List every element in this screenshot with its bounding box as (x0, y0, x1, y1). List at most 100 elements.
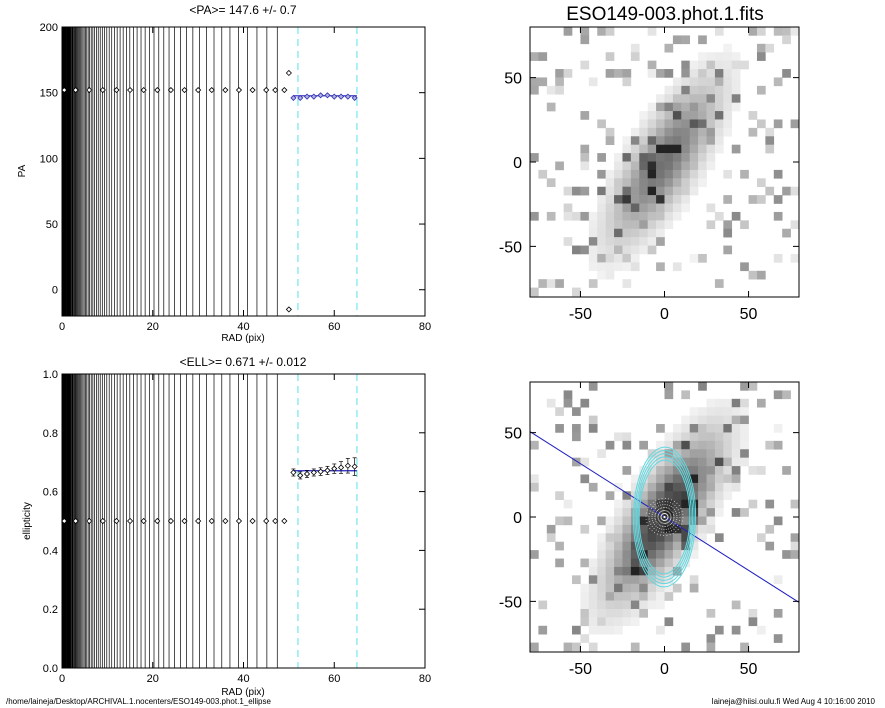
image-pixel (681, 186, 691, 196)
y-tick-label: -50 (499, 594, 522, 611)
image-pixel (630, 220, 640, 230)
pa-dense-vertical-lines (62, 27, 278, 316)
image-pixel (756, 52, 766, 61)
image-pixel (597, 541, 606, 551)
image-pixel (698, 474, 707, 484)
image-pixel (622, 253, 632, 263)
image-pixel (622, 583, 632, 593)
image-pixel (597, 449, 606, 458)
image-pixel (622, 77, 632, 87)
image-pixel (580, 27, 590, 36)
image-pixel (622, 245, 632, 255)
image-pixel (773, 516, 783, 526)
image-pixel (723, 424, 733, 433)
image-pixel (622, 203, 632, 213)
image-pixel (614, 186, 623, 196)
image-pixel (731, 440, 741, 450)
image-pixel (731, 508, 741, 517)
image-pixel (748, 499, 758, 509)
image-pixel (723, 407, 733, 416)
image-pixel (605, 211, 615, 221)
sector-line (658, 497, 665, 518)
image-pixel (630, 566, 640, 576)
data-point (281, 86, 288, 94)
image-pixel (664, 524, 674, 534)
image-pixel (597, 550, 606, 559)
image-pixel (748, 195, 758, 204)
image-pixel (698, 60, 707, 70)
image-pixel (656, 127, 665, 137)
image-pixel (731, 94, 741, 103)
image-pixel (630, 245, 640, 255)
image-pixel (605, 203, 615, 213)
image-pixel (698, 407, 707, 416)
isophote-ellipse (635, 453, 694, 581)
image-pixel (681, 161, 691, 171)
image-pixel (672, 102, 682, 112)
image-pixel (630, 550, 640, 559)
image-pixel (647, 102, 657, 112)
image-pixel (672, 161, 682, 171)
image-pixel (681, 642, 691, 652)
image-pixel (681, 195, 691, 204)
image-pixel (698, 491, 707, 500)
sector-line (653, 516, 665, 535)
image-pixel (639, 153, 648, 162)
data-point (263, 86, 270, 94)
image-pixel (664, 499, 674, 509)
image-pixel (714, 136, 724, 145)
image-pixel (681, 144, 691, 154)
image-pixel (714, 127, 724, 137)
image-pixel (681, 524, 691, 534)
image-pixel (630, 144, 640, 154)
image-pixel (773, 634, 783, 643)
image-pixel (672, 144, 682, 154)
image-pixel (630, 262, 640, 272)
image-pixel (639, 516, 648, 526)
image-pixel (706, 85, 716, 95)
image-pixel (588, 424, 598, 433)
image-pixel (689, 60, 699, 70)
image-pixel (605, 186, 615, 196)
image-pixel (706, 440, 716, 450)
image-pixel (639, 136, 648, 145)
image-pixel (622, 169, 632, 179)
pa-x-axis-label: RAD (pix) (221, 333, 264, 344)
data-point (222, 86, 229, 94)
image-pixel (689, 161, 699, 171)
image-pixel (630, 592, 640, 601)
image-pixel (731, 52, 741, 61)
image-pixel (664, 211, 674, 221)
image-pixel (572, 432, 581, 442)
image-pixel (756, 398, 766, 408)
image-pixel (656, 178, 665, 188)
image-pixel (672, 449, 682, 458)
image-pixel (656, 474, 665, 484)
image-pixel (664, 119, 674, 129)
image-pixel (622, 466, 632, 475)
image-pixel (714, 279, 724, 288)
image-pixel (714, 119, 724, 129)
image-pixel (664, 127, 674, 137)
image-pixel (614, 516, 623, 526)
image-pixel (698, 77, 707, 87)
image-pixel (731, 144, 741, 154)
image-pixel (656, 592, 665, 601)
image-pixel (689, 94, 699, 103)
sector-line (648, 516, 665, 530)
image-pixel (538, 600, 548, 610)
image-pixel (656, 119, 665, 129)
image-pixel (622, 195, 632, 204)
image-pixel (580, 186, 590, 196)
image-pixel (563, 499, 573, 509)
image-pixel (639, 508, 648, 517)
image-pixel (563, 211, 573, 221)
image-pixel (622, 178, 632, 188)
fit-data-point (337, 93, 345, 100)
image-pixel (706, 119, 716, 129)
image-pixel (630, 153, 640, 162)
image-pixel (664, 178, 674, 188)
image-pixel (723, 449, 733, 458)
image-pixel (714, 111, 724, 120)
